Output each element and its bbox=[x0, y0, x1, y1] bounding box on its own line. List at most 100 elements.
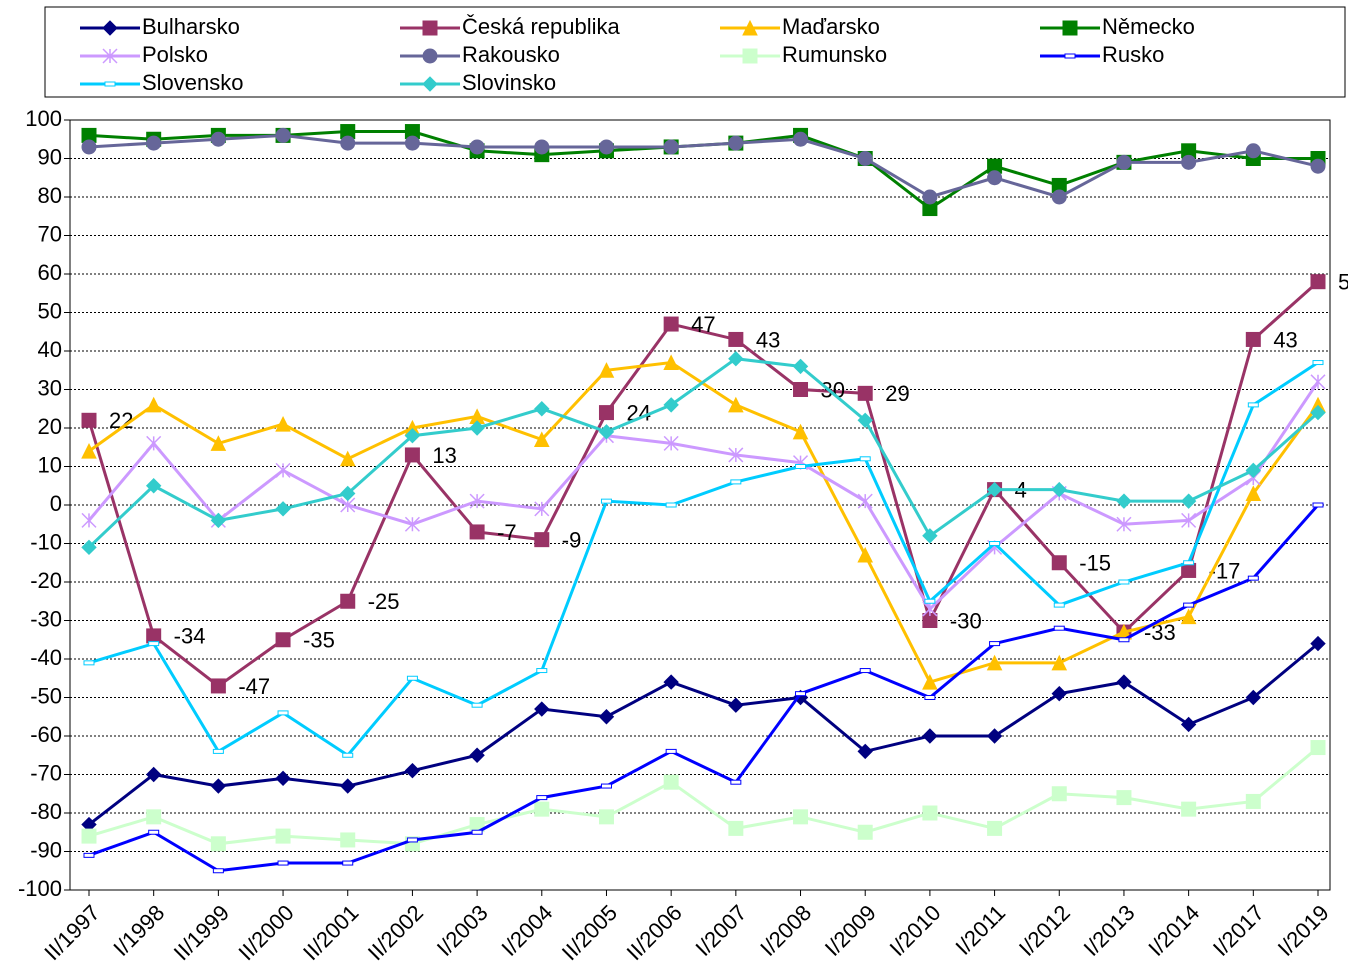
y-tick-label: 0 bbox=[50, 491, 62, 516]
marker bbox=[730, 779, 742, 785]
marker bbox=[663, 354, 679, 371]
marker bbox=[340, 778, 356, 794]
y-tick-label: -90 bbox=[30, 837, 62, 862]
marker bbox=[1051, 555, 1067, 571]
marker bbox=[598, 709, 615, 725]
legend-label: Maďarsko bbox=[782, 14, 880, 39]
x-tick-label: I/2011 bbox=[950, 900, 1010, 960]
marker bbox=[1183, 602, 1195, 608]
marker bbox=[275, 127, 291, 143]
marker bbox=[469, 420, 485, 436]
marker bbox=[1180, 608, 1197, 625]
marker bbox=[922, 528, 938, 544]
y-tick-label: 10 bbox=[38, 452, 62, 477]
marker bbox=[404, 516, 420, 532]
marker bbox=[1051, 685, 1067, 702]
line bbox=[88, 361, 1319, 758]
marker bbox=[210, 836, 226, 852]
marker bbox=[277, 860, 289, 866]
marker bbox=[469, 747, 485, 763]
marker bbox=[1183, 560, 1195, 566]
marker bbox=[342, 752, 354, 758]
line bbox=[87, 380, 1320, 612]
y-tick-label: -100 bbox=[18, 876, 62, 901]
line bbox=[87, 280, 1319, 688]
marker bbox=[210, 131, 226, 147]
marker bbox=[340, 593, 356, 609]
marker bbox=[533, 431, 550, 448]
marker bbox=[534, 401, 550, 417]
marker bbox=[922, 189, 938, 205]
marker bbox=[793, 809, 809, 825]
marker bbox=[1116, 493, 1132, 509]
marker bbox=[534, 801, 550, 817]
data-label: -34 bbox=[174, 624, 206, 649]
marker bbox=[404, 135, 420, 151]
marker bbox=[1116, 674, 1132, 690]
marker bbox=[1064, 53, 1076, 59]
marker bbox=[275, 632, 291, 648]
x-tick-label: I/2008 bbox=[755, 900, 816, 961]
marker bbox=[663, 674, 679, 690]
marker bbox=[730, 479, 742, 485]
series bbox=[83, 502, 1324, 874]
marker bbox=[1180, 716, 1197, 733]
marker bbox=[1310, 158, 1326, 174]
series bbox=[81, 127, 1326, 205]
marker bbox=[924, 598, 936, 604]
marker bbox=[81, 412, 97, 428]
x-tick-label: II/1997 bbox=[39, 900, 104, 965]
marker bbox=[728, 697, 744, 713]
x-tick-label: II/1999 bbox=[169, 900, 234, 965]
marker bbox=[1245, 462, 1262, 479]
x-tick-label: I/2009 bbox=[820, 900, 881, 961]
line bbox=[88, 504, 1320, 873]
x-tick-label: I/2013 bbox=[1079, 900, 1140, 961]
line bbox=[88, 133, 1319, 199]
marker bbox=[1312, 360, 1324, 366]
marker bbox=[792, 423, 809, 440]
marker bbox=[986, 654, 1003, 671]
y-tick-label: 100 bbox=[25, 106, 62, 131]
marker bbox=[600, 783, 612, 789]
marker bbox=[210, 678, 226, 694]
marker bbox=[145, 396, 162, 413]
marker bbox=[1245, 793, 1261, 809]
marker bbox=[598, 139, 614, 155]
marker bbox=[1247, 402, 1259, 408]
marker bbox=[857, 385, 873, 401]
y-tick-label: 20 bbox=[38, 414, 62, 439]
marker bbox=[104, 81, 116, 87]
y-tick-label: -60 bbox=[30, 722, 62, 747]
x-tick-label: I/2017 bbox=[1208, 900, 1269, 961]
x-tick-label: I/2014 bbox=[1143, 900, 1204, 961]
marker bbox=[792, 358, 809, 375]
series bbox=[81, 740, 1326, 852]
x-tick-label: II/2005 bbox=[557, 900, 622, 965]
data-label: 43 bbox=[756, 327, 780, 352]
marker bbox=[534, 139, 550, 155]
marker bbox=[422, 48, 438, 64]
marker bbox=[81, 442, 97, 459]
x-tick-label: II/2000 bbox=[233, 900, 298, 965]
marker bbox=[534, 532, 550, 548]
marker bbox=[1116, 154, 1132, 170]
x-tick-label: II/2006 bbox=[622, 900, 687, 965]
x-tick-label: I/2010 bbox=[885, 900, 946, 961]
data-label: 47 bbox=[691, 312, 715, 337]
data-label: 43 bbox=[1273, 327, 1297, 352]
data-label: 58 bbox=[1338, 270, 1348, 295]
marker bbox=[1053, 625, 1065, 631]
marker bbox=[742, 48, 758, 64]
marker bbox=[922, 728, 938, 744]
marker bbox=[1118, 579, 1130, 585]
marker bbox=[81, 139, 97, 155]
marker bbox=[404, 447, 420, 463]
marker bbox=[102, 20, 118, 36]
marker bbox=[1051, 786, 1067, 802]
marker bbox=[339, 450, 356, 467]
marker bbox=[145, 766, 162, 783]
marker bbox=[404, 427, 421, 444]
y-tick-label: 50 bbox=[38, 298, 62, 323]
